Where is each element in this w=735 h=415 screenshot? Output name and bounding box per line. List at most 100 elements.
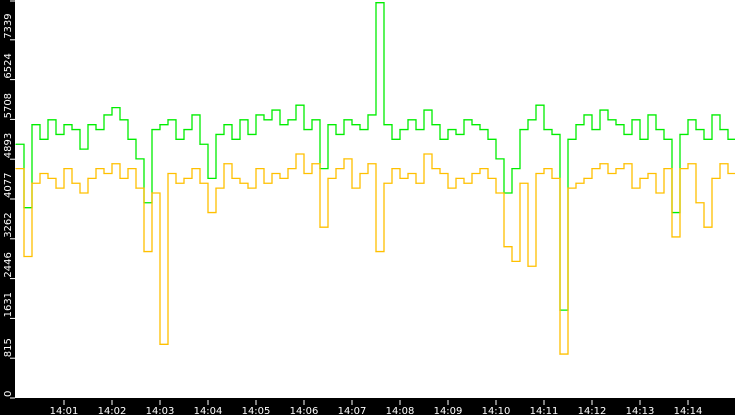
data-point (151, 192, 153, 194)
data-point (303, 128, 305, 131)
data-point (159, 343, 161, 345)
data-point (191, 114, 193, 116)
data-point (111, 107, 113, 109)
data-point (599, 163, 601, 165)
data-point (607, 172, 609, 175)
data-point (47, 177, 49, 179)
x-tick-label: 14:14 (674, 406, 703, 415)
data-point (295, 104, 297, 106)
data-point (191, 168, 193, 170)
y-tick-label: 7339 (3, 13, 14, 38)
data-point (471, 172, 473, 175)
data-point (703, 138, 705, 140)
data-point (335, 168, 337, 170)
data-point (71, 182, 73, 184)
x-tick-label: 14:13 (626, 406, 655, 415)
y-tick-label: 3262 (3, 212, 14, 237)
x-tick-label: 14:02 (98, 406, 127, 415)
data-point (279, 177, 281, 179)
data-point (639, 177, 641, 179)
data-point (551, 177, 553, 179)
x-tick-label: 14:12 (578, 406, 607, 415)
data-point (63, 124, 65, 126)
data-point (287, 168, 289, 170)
data-point (719, 128, 721, 131)
data-point (359, 128, 361, 131)
data-point (31, 182, 33, 184)
data-point (383, 124, 385, 126)
data-point (127, 168, 129, 170)
data-point (15, 168, 17, 170)
data-point (255, 168, 257, 170)
data-point (111, 163, 113, 165)
data-point (135, 187, 137, 189)
data-point (703, 226, 705, 228)
data-point (511, 168, 513, 170)
data-point (47, 119, 49, 121)
data-point (591, 128, 593, 131)
data-point (183, 177, 185, 179)
data-point (655, 128, 657, 131)
data-point (183, 128, 185, 131)
data-point (55, 133, 57, 136)
data-point (647, 172, 649, 175)
data-point (255, 114, 257, 116)
data-point (87, 177, 89, 179)
data-point (335, 133, 337, 136)
data-point (247, 187, 249, 189)
data-point (463, 182, 465, 184)
data-point (639, 138, 641, 140)
data-point (423, 153, 425, 155)
y-tick-label: 815 (3, 338, 14, 357)
x-tick-label: 14:05 (242, 406, 271, 415)
data-point (439, 138, 441, 140)
data-point (119, 119, 121, 121)
y-tick-label: 6524 (3, 53, 14, 78)
plot-area (15, 0, 735, 398)
y-tick-label: 0 (3, 391, 14, 397)
data-point (439, 172, 441, 175)
data-point (455, 133, 457, 136)
data-point (215, 133, 217, 136)
data-point (199, 143, 201, 145)
data-point (375, 250, 377, 253)
data-point (455, 177, 457, 179)
data-point (271, 172, 273, 175)
data-point (15, 143, 17, 145)
data-point (327, 124, 329, 126)
data-point (63, 168, 65, 170)
data-point (567, 187, 569, 189)
data-point (79, 148, 81, 150)
data-point (407, 172, 409, 175)
data-point (463, 119, 465, 121)
data-point (607, 119, 609, 121)
data-point (431, 124, 433, 126)
x-tick-label: 14:11 (530, 406, 559, 415)
data-point (559, 353, 561, 355)
data-point (503, 246, 505, 248)
data-point (55, 187, 57, 189)
x-tick-label: 14:04 (194, 406, 223, 415)
data-point (239, 119, 241, 121)
data-point (719, 163, 721, 165)
data-point (487, 177, 489, 179)
data-point (671, 236, 673, 238)
data-point (223, 163, 225, 165)
data-point (623, 133, 625, 136)
data-point (231, 138, 233, 140)
data-point (95, 168, 97, 170)
data-point (383, 182, 385, 184)
data-point (247, 133, 249, 136)
data-point (479, 128, 481, 131)
data-point (127, 138, 129, 140)
y-tick-label: 4893 (3, 133, 14, 158)
data-point (151, 128, 153, 131)
data-point (575, 182, 577, 184)
x-tick-label: 14:09 (434, 406, 463, 415)
data-point (527, 119, 529, 121)
data-point (423, 109, 425, 111)
data-point (663, 168, 665, 170)
data-point (343, 119, 345, 121)
x-tick-label: 14:06 (290, 406, 319, 415)
